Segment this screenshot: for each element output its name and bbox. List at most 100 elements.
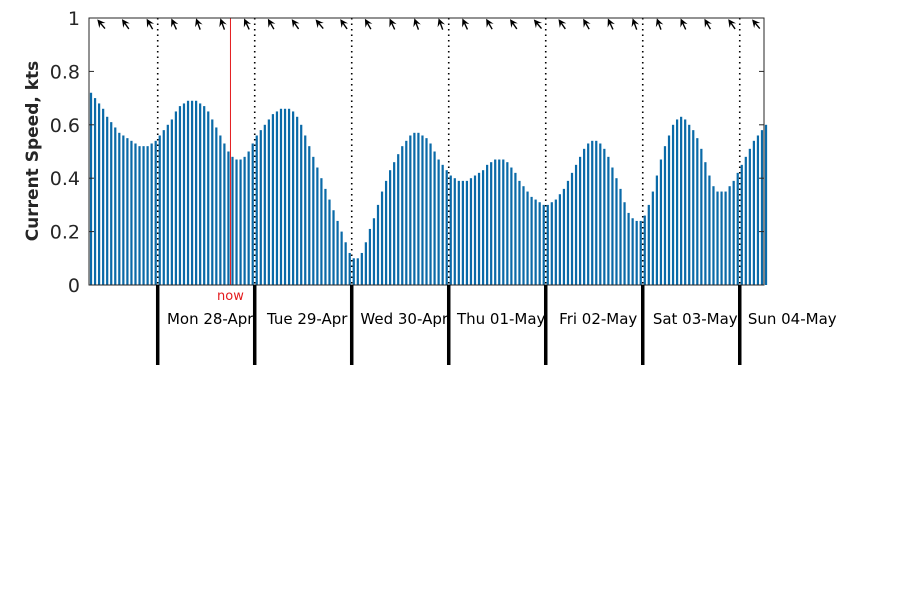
- bar: [231, 156, 234, 285]
- bar: [667, 135, 671, 285]
- bar: [138, 146, 141, 285]
- bar: [494, 159, 497, 285]
- bar: [199, 103, 202, 285]
- bar: [716, 191, 719, 285]
- bar: [146, 146, 149, 285]
- bar: [627, 212, 630, 285]
- bars-group: [89, 92, 768, 286]
- bar: [401, 146, 404, 285]
- bar: [413, 132, 416, 285]
- bar: [279, 108, 283, 285]
- bar: [526, 191, 529, 285]
- y-tick-label: 0: [68, 275, 80, 297]
- bar: [441, 164, 444, 285]
- current-direction-arrow-icon: [680, 18, 688, 30]
- bar: [570, 172, 574, 285]
- bar: [114, 127, 117, 285]
- bar: [158, 135, 161, 285]
- bar: [692, 130, 695, 285]
- bar: [506, 162, 509, 285]
- current-direction-arrow-icon: [97, 19, 106, 30]
- bar: [740, 164, 743, 285]
- bar: [178, 106, 182, 285]
- bar: [437, 159, 440, 285]
- bar: [263, 124, 266, 285]
- y-tick-label: 0.2: [50, 222, 80, 244]
- bar: [296, 116, 299, 285]
- day-axis: Mon 28-Apr Tue 29-Apr Wed 30-Apr Thu 01-May…: [155, 285, 837, 365]
- bar: [542, 204, 545, 285]
- bar: [756, 135, 760, 285]
- bar: [635, 220, 638, 285]
- bar: [336, 220, 339, 285]
- bar: [449, 175, 452, 285]
- bar: [348, 252, 351, 285]
- current-direction-arrow-icon: [509, 19, 518, 30]
- bar: [134, 143, 137, 285]
- bar: [384, 180, 388, 285]
- bar: [611, 167, 614, 285]
- bar: [659, 159, 663, 285]
- day-label: Sun 04-May: [748, 310, 837, 328]
- bar: [251, 143, 254, 285]
- bar: [332, 210, 335, 285]
- bar: [433, 151, 436, 285]
- bar: [603, 148, 606, 285]
- current-direction-arrow-icon: [291, 19, 300, 30]
- bar: [182, 103, 186, 285]
- bar: [356, 258, 359, 285]
- bar: [340, 231, 343, 285]
- day-label: Mon 28-Apr: [167, 310, 254, 328]
- current-direction-arrow-icon: [315, 19, 324, 30]
- y-tick-label: 0.6: [50, 115, 80, 137]
- bar: [558, 194, 561, 285]
- bar: [417, 132, 420, 285]
- current-direction-arrow-icon: [752, 19, 761, 30]
- bar: [663, 146, 667, 285]
- bar: [764, 124, 768, 285]
- bar: [651, 191, 654, 285]
- bar: [320, 178, 323, 285]
- current-direction-arrow-icon: [558, 19, 567, 30]
- bar: [744, 156, 747, 285]
- bar: [696, 138, 699, 285]
- current-direction-arrow-icon: [462, 18, 470, 30]
- bar: [728, 186, 731, 285]
- bar: [534, 199, 537, 285]
- bar: [623, 202, 626, 285]
- bar: [235, 159, 238, 285]
- bar: [287, 108, 291, 285]
- bar: [425, 138, 428, 285]
- day-label: Fri 02-May: [559, 310, 637, 328]
- bar: [211, 119, 214, 286]
- bar: [150, 143, 153, 285]
- bar: [587, 143, 590, 285]
- current-direction-arrow-icon: [364, 18, 373, 30]
- bar: [421, 135, 424, 285]
- bar: [574, 164, 578, 285]
- bar: [405, 140, 408, 285]
- bar: [110, 122, 113, 285]
- bar: [712, 186, 715, 285]
- bar: [522, 186, 525, 285]
- bar: [142, 146, 145, 285]
- current-direction-arrow-icon: [121, 19, 130, 30]
- bar: [283, 108, 287, 285]
- bar: [324, 188, 327, 285]
- y-axis: 0 0.2 0.4 0.6 0.8 1: [50, 8, 764, 297]
- bar: [481, 170, 485, 285]
- bar: [203, 106, 206, 285]
- bar: [215, 127, 218, 285]
- bar: [736, 172, 739, 285]
- current-direction-arrow-icon: [171, 18, 179, 30]
- bar: [316, 167, 319, 285]
- bar: [122, 135, 125, 285]
- bar: [352, 258, 355, 285]
- bar: [259, 130, 262, 285]
- bar: [473, 175, 477, 285]
- direction-arrows: [97, 18, 761, 30]
- bar: [227, 151, 230, 285]
- current-direction-arrow-icon: [437, 18, 446, 30]
- bar: [174, 111, 178, 285]
- now-label: now: [217, 289, 244, 304]
